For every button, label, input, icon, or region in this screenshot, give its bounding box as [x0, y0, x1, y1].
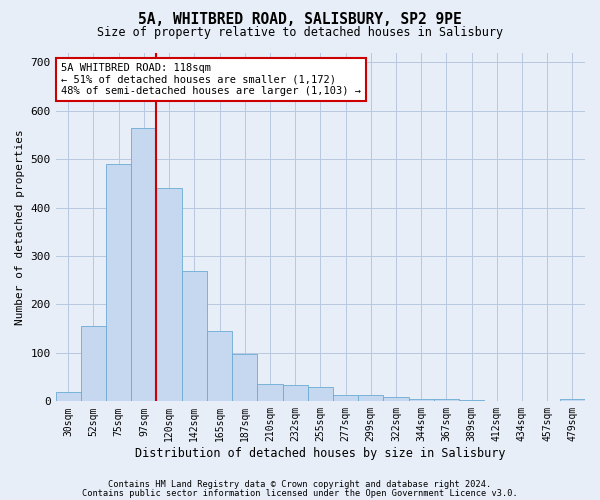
- Bar: [434, 400, 459, 402]
- Bar: [459, 400, 484, 402]
- Bar: [409, 399, 434, 402]
- Y-axis label: Number of detached properties: Number of detached properties: [15, 129, 25, 325]
- Bar: [560, 399, 585, 402]
- Bar: [207, 331, 232, 402]
- Bar: [157, 188, 182, 402]
- Bar: [257, 384, 283, 402]
- Text: Contains public sector information licensed under the Open Government Licence v3: Contains public sector information licen…: [82, 489, 518, 498]
- Text: 5A, WHITBRED ROAD, SALISBURY, SP2 9PE: 5A, WHITBRED ROAD, SALISBURY, SP2 9PE: [138, 12, 462, 28]
- Bar: [333, 395, 358, 402]
- Bar: [182, 270, 207, 402]
- Bar: [383, 398, 409, 402]
- Text: 5A WHITBRED ROAD: 118sqm
← 51% of detached houses are smaller (1,172)
48% of sem: 5A WHITBRED ROAD: 118sqm ← 51% of detach…: [61, 63, 361, 96]
- Bar: [308, 387, 333, 402]
- Text: Size of property relative to detached houses in Salisbury: Size of property relative to detached ho…: [97, 26, 503, 39]
- Bar: [131, 128, 157, 402]
- Bar: [358, 395, 383, 402]
- Bar: [56, 392, 81, 402]
- X-axis label: Distribution of detached houses by size in Salisbury: Distribution of detached houses by size …: [135, 447, 506, 460]
- Bar: [232, 354, 257, 402]
- Bar: [81, 326, 106, 402]
- Bar: [106, 164, 131, 402]
- Bar: [283, 386, 308, 402]
- Text: Contains HM Land Registry data © Crown copyright and database right 2024.: Contains HM Land Registry data © Crown c…: [109, 480, 491, 489]
